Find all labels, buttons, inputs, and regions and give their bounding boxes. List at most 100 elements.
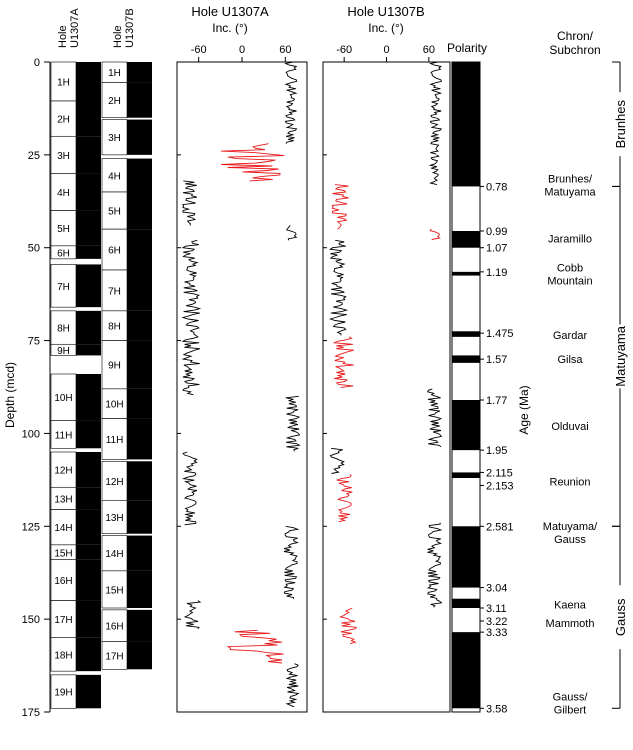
inc-tick-label: 60 [423,44,435,56]
subchron-label: Mammoth [546,618,595,630]
depth-tick-label: 50 [28,243,40,255]
core-label-box [101,418,128,460]
inclination-series-line [339,607,358,645]
inclination-series-line [336,474,353,523]
core-recovery-bar [127,500,152,534]
depth-tick-label: 175 [22,707,40,719]
core-recovery-bar [127,62,152,83]
inclination-series-line [426,388,443,448]
core-name: 1H [57,78,70,89]
age-tick-label: 3.11 [486,603,507,615]
core-label-box [50,310,77,345]
inclination-series-line [284,61,298,144]
core-name: 19H [54,688,72,699]
hole-a-core-column: 1H 2H 3H 4H 5H 6H 7H 8H 9H 10H 11H 12H 13H 14H 15H 16H 1… [50,61,101,709]
core-name: 13H [105,513,123,524]
subchron-label: Gauss/ [553,692,589,704]
core-recovery-bar [76,173,101,211]
depth-axis: 0 25 50 75 100 125 150 175 [22,57,51,719]
chron-label-bg [613,324,627,389]
chron-label-bg [613,92,627,157]
age-tick-label: 3.22 [486,616,507,628]
core-label-box [50,420,77,449]
core-label-box [101,340,128,390]
hole-a-core-header: Hole U1307A [57,8,81,48]
hole-b-core-header: Hole U1307B [112,8,136,48]
core-name: 6H [57,248,70,259]
core-name: 4H [108,171,121,182]
subchron-label-2: Matuyama [544,187,596,199]
core-recovery-bar [76,637,101,672]
core-recovery-bar [76,210,101,246]
core-recovery-bar [76,559,101,601]
core-name: 2H [57,115,70,126]
age-tick-label: 1.95 [486,445,507,457]
core-recovery-bar [76,62,101,101]
age-tick-label: 0.78 [486,181,507,193]
core-recovery-bar [127,388,152,419]
core-name: 14H [105,549,123,560]
core-label-box [50,264,77,308]
core-label-box [101,460,128,501]
core-recovery-bar [127,119,152,155]
core-recovery-bar [76,310,101,345]
chron-label: Brunhes [613,100,628,149]
subchron-label: Cobb [557,263,583,275]
chron-label-bg [613,585,627,650]
core-recovery-bar [76,600,101,638]
core-name: 5H [57,224,70,235]
core-name: 10H [54,393,72,404]
inclination-series-line [285,395,301,452]
polarity-header: Polarity [447,41,487,55]
polarity-normal-band [452,472,480,478]
core-label-box [50,674,77,709]
age-tick-label: 0.99 [486,226,507,238]
polarity-normal-band [452,598,480,608]
inc-tick-label: 60 [279,44,291,56]
depth-tick-label: 0 [34,57,40,69]
core-name: 7H [57,282,70,293]
inclination-series-line [183,600,202,630]
chron-header-line1: Chron/ [557,29,594,43]
core-recovery-bar [127,229,152,270]
core-recovery-bar [76,544,101,560]
core-name: 8H [57,324,70,335]
core-label-box [101,535,128,572]
polarity-normal-band [452,331,480,337]
age-axis: 0.780.991.071.191.4751.571.771.952.1152.… [480,181,514,715]
core-name: 12H [105,477,123,488]
core-name: 7H [108,286,121,297]
subchron-label: Reunion [550,477,591,489]
core-recovery-bar [127,310,152,341]
chron-header-line2: Subchron [549,43,600,57]
core-recovery-bar [127,535,152,571]
depth-tick-label: 100 [22,428,40,440]
polarity-normal-band [452,526,480,588]
core-label-box [101,570,128,609]
inclination-series-line [182,180,198,226]
age-tick-label: 1.19 [486,267,507,279]
depth-tick-label: 25 [28,150,40,162]
panel-b-title: Hole U1307B [347,4,424,19]
core-recovery-bar [127,418,152,460]
core-recovery-bar [76,374,101,421]
core-recovery-bar [76,245,101,259]
core-name: 11H [106,435,124,446]
core-recovery-bar [76,674,101,709]
core-label-box [50,600,77,639]
inclination-series-line [332,336,354,388]
inclination-series-line [331,184,349,230]
core-recovery-bar [76,509,101,545]
inclination-series-line [226,629,284,664]
inc-tick-label: -60 [191,44,207,56]
hole-b-core-header-text-2: U1307B [124,8,136,48]
hole-b-core-header-text: Hole [112,25,124,48]
core-label-box [101,269,128,312]
core-recovery-bar [76,420,101,449]
age-tick-label: 3.58 [486,703,507,715]
subchron-label: Kaena [554,599,587,611]
core-name: 8H [108,322,121,333]
core-name: 13H [54,494,72,505]
core-name: 12H [54,466,72,477]
core-label-box [101,82,128,119]
